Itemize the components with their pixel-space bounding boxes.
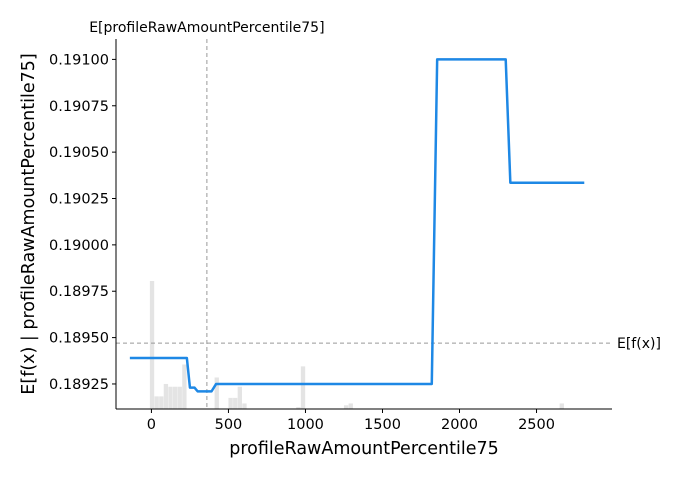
y-tick-label: 0.19075 [49, 99, 109, 115]
histogram-bar [163, 383, 169, 409]
series-line [129, 58, 585, 393]
y-axis-ticks: 0.18925 0.18950 0.18975 0.19000 0.19025 0.190… [49, 52, 116, 393]
x-tick-label: 1500 [364, 417, 401, 433]
x-tick-label: 2000 [441, 417, 478, 433]
y-tick-label: 0.19000 [49, 238, 109, 254]
horizontal-reference-label: E[f(x)] [617, 336, 661, 352]
histogram-bar [168, 386, 173, 409]
histogram-bar [154, 396, 159, 409]
x-tick-label: 0 [147, 417, 156, 433]
histogram-bar [182, 364, 187, 409]
histogram-bar [242, 403, 247, 409]
y-tick-label: 0.19050 [49, 145, 109, 161]
histogram-bar [233, 397, 238, 409]
y-tick-label: 0.18975 [49, 284, 109, 300]
histogram-bar [172, 386, 178, 409]
histogram [149, 281, 564, 409]
histogram-bar [177, 386, 182, 409]
x-axis-title: profileRawAmountPercentile75 [229, 439, 498, 459]
x-tick-label: 1000 [287, 417, 324, 433]
histogram-bar [214, 377, 219, 409]
y-tick-label: 0.18950 [49, 331, 109, 347]
y-tick-label: 0.18925 [49, 377, 109, 393]
x-tick-label: 2500 [518, 417, 555, 433]
y-tick-label: 0.19100 [49, 52, 109, 68]
x-tick-label: 500 [215, 417, 243, 433]
vertical-reference-label: E[profileRawAmountPercentile75] [89, 20, 324, 36]
histogram-bar [348, 403, 353, 409]
histogram-bar [343, 405, 349, 409]
y-axis-title: E[f(x) | profileRawAmountPercentile75] [19, 53, 39, 394]
histogram-bar [296, 407, 301, 409]
histogram-bar [149, 281, 155, 409]
y-tick-label: 0.19025 [49, 191, 109, 207]
histogram-bar [300, 366, 306, 409]
histogram-bar [159, 396, 164, 409]
histogram-bar [228, 397, 233, 409]
x-axis-ticks: 0 500 1000 1500 2000 2500 [147, 409, 555, 433]
histogram-bar [559, 403, 564, 409]
histogram-bar [237, 386, 243, 409]
